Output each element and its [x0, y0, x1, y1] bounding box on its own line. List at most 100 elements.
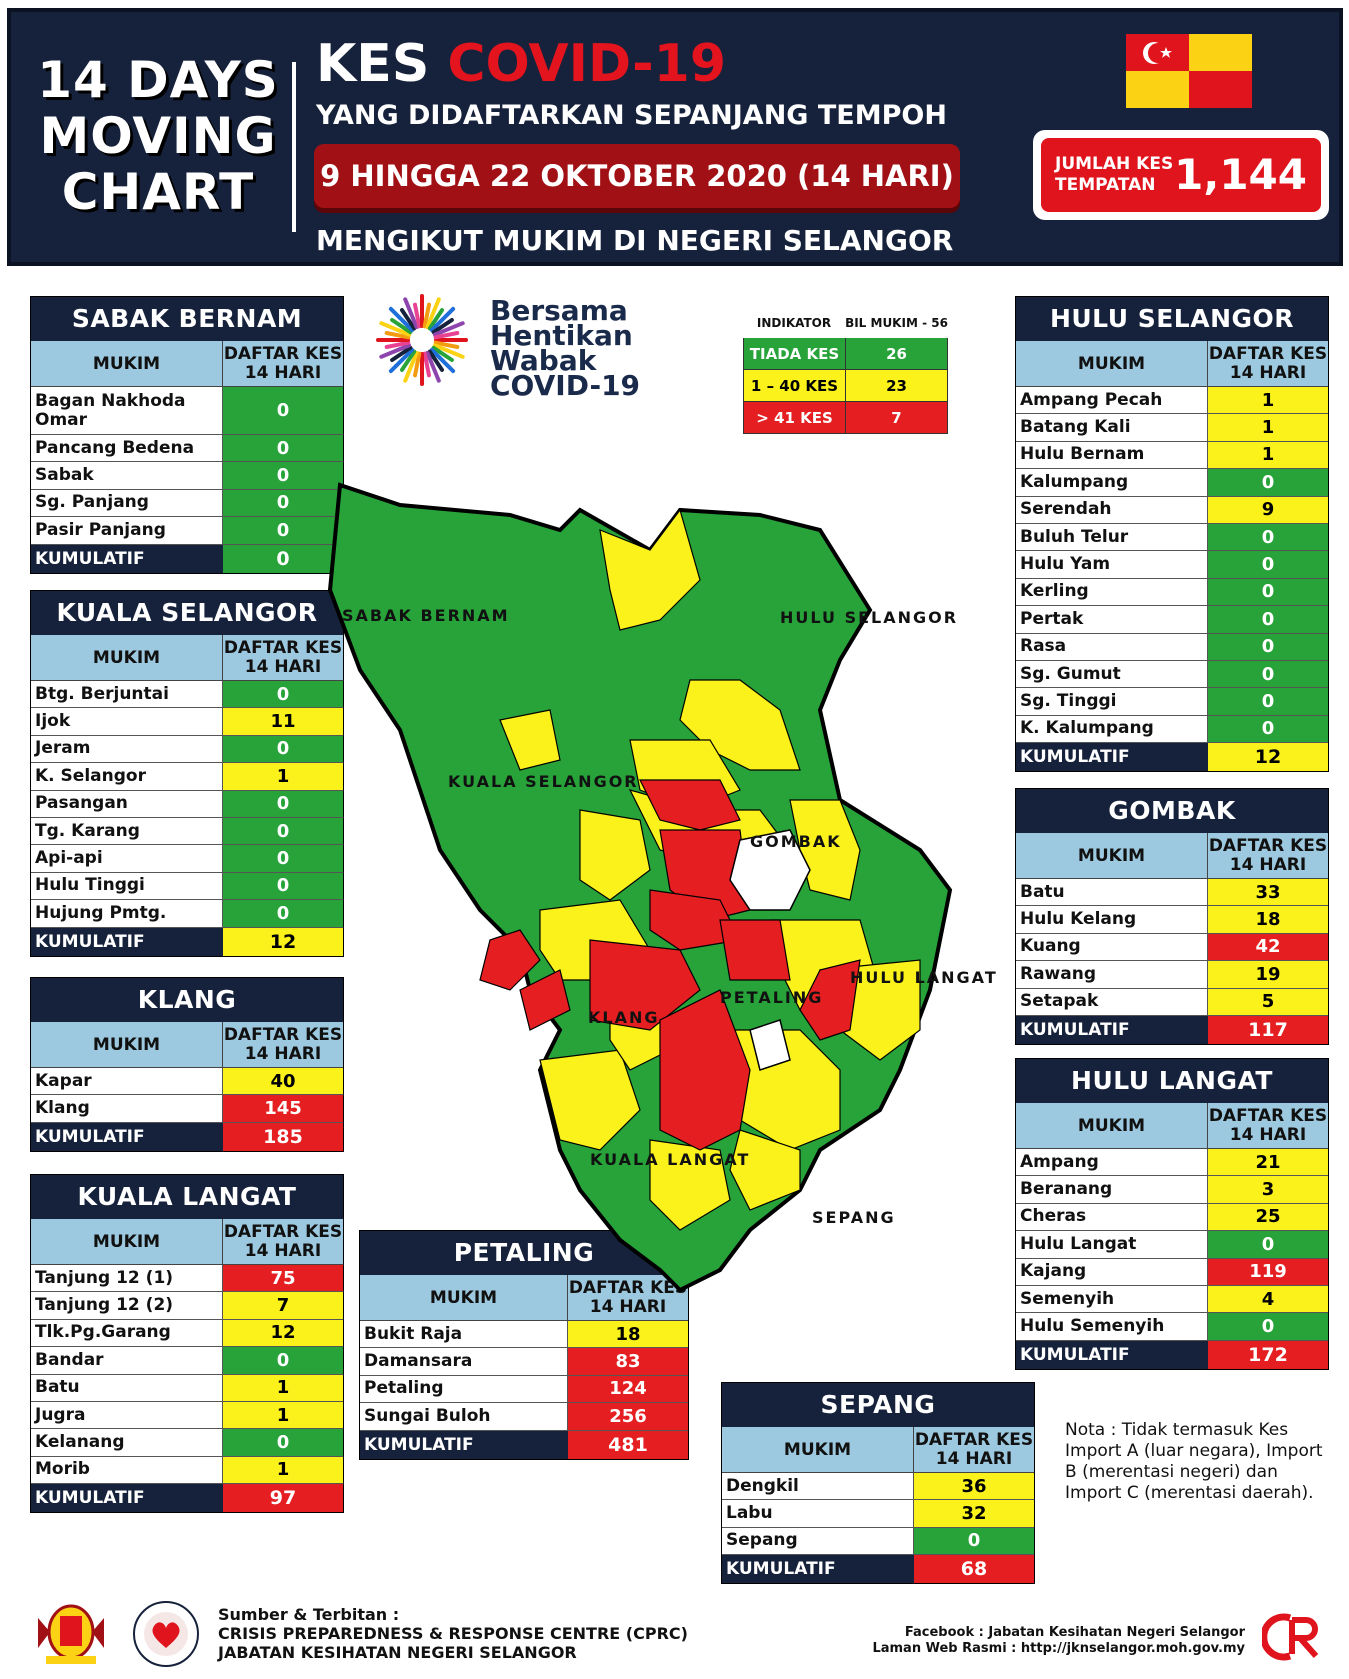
table-title: GOMBAK — [1016, 789, 1328, 833]
col-daftar-kes: DAFTAR KES 14 HARI — [1208, 836, 1328, 875]
map-label-sabak-bernam: SABAK BERNAM — [342, 606, 510, 625]
region-putrajaya — [749, 1019, 791, 1071]
kumulatif-row: KUMULATIF 172 — [1016, 1340, 1328, 1369]
kumulatif-label: KUMULATIF — [1016, 1340, 1208, 1369]
table-row: Batang Kali 1 — [1016, 414, 1328, 442]
table-row: Hulu Bernam 1 — [1016, 441, 1328, 470]
table-row: Kerling 0 — [1016, 578, 1328, 607]
case-count: 0 — [223, 387, 343, 434]
col-mukim: MUKIM — [1016, 1103, 1208, 1148]
mukim-name: Sabak — [31, 462, 223, 489]
case-count: 0 — [1208, 1313, 1328, 1340]
table-row: Sepang 0 — [722, 1527, 1034, 1556]
kumulatif-value: 12 — [1208, 743, 1328, 772]
case-count: 83 — [568, 1348, 688, 1375]
case-count: 1 — [223, 763, 343, 790]
selangor-district-map — [327, 482, 953, 1293]
page-subtitle: YANG DIDAFTARKAN SEPANJANG TEMPOH — [316, 100, 947, 131]
table-row: Jugra 1 — [31, 1401, 343, 1430]
region-jugra — [539, 1049, 641, 1151]
indicator-row-yellow: 1 – 40 KES 23 — [743, 370, 948, 402]
table-row: Hulu Tinggi 0 — [31, 872, 343, 901]
table-title: SABAK BERNAM — [31, 297, 343, 341]
table-row: Morib 1 — [31, 1456, 343, 1485]
table-title: HULU LANGAT — [1016, 1059, 1328, 1103]
table-row: Semenyih 4 — [1016, 1285, 1328, 1314]
facebook-link[interactable]: Facebook : Jabatan Kesihatan Negeri Sela… — [904, 1625, 1245, 1640]
region-kuala-lumpur — [729, 829, 811, 911]
kumulatif-label: KUMULATIF — [31, 927, 223, 956]
table-row: Hujung Pmtg. 0 — [31, 900, 343, 928]
mukim-name: Kerling — [1016, 578, 1208, 606]
table-row: Sg. Gumut 0 — [1016, 660, 1328, 689]
case-count: 1 — [1208, 441, 1328, 469]
table-header: MUKIM DAFTAR KES 14 HARI — [31, 1022, 343, 1068]
mukim-name: Pancang Bedena — [31, 435, 223, 462]
case-count: 1 — [1208, 387, 1328, 414]
mukim-name: Beranang — [1016, 1176, 1208, 1203]
table-row: Bagan Nakhoda Omar 0 — [31, 387, 343, 435]
mukim-name: Morib — [31, 1456, 223, 1484]
mukim-name: Tanjung 12 (1) — [31, 1265, 223, 1292]
kumulatif-label: KUMULATIF — [1016, 1015, 1208, 1044]
region-tanjung-dua-belas — [659, 989, 751, 1151]
kumulatif-label: KUMULATIF — [31, 1484, 223, 1513]
island-indah — [519, 969, 571, 1031]
case-count: 12 — [223, 1319, 343, 1347]
case-count: 0 — [1208, 469, 1328, 496]
cprc-logo-icon — [1262, 1613, 1319, 1661]
case-count: 21 — [1208, 1149, 1328, 1176]
region-kuala-selangor — [499, 709, 561, 771]
website-link[interactable]: Laman Web Rasmi : http://jknselangor.moh… — [872, 1641, 1245, 1656]
mukim-name: Kapar — [31, 1068, 223, 1095]
mukim-name: Labu — [722, 1500, 914, 1527]
table-row: K. Kalumpang 0 — [1016, 715, 1328, 744]
case-count: 1 — [223, 1374, 343, 1401]
table-header: MUKIM DAFTAR KES 14 HARI — [31, 341, 343, 387]
kumulatif-label: KUMULATIF — [722, 1555, 914, 1584]
mukim-name: Bukit Raja — [360, 1321, 568, 1348]
region-labu — [729, 1129, 801, 1211]
mukim-name: Setapak — [1016, 988, 1208, 1015]
case-count: 36 — [914, 1473, 1034, 1500]
table-row: Rasa 0 — [1016, 633, 1328, 661]
table-row: Bandar 0 — [31, 1347, 343, 1375]
case-count: 3 — [1208, 1176, 1328, 1203]
mukim-name: Hulu Kelang — [1016, 906, 1208, 933]
case-count: 0 — [1208, 715, 1328, 743]
table-row: Cheras 25 — [1016, 1203, 1328, 1232]
table-row: Serendah 9 — [1016, 496, 1328, 524]
table-row: Tg. Karang 0 — [31, 817, 343, 846]
table-header: MUKIM DAFTAR KES 14 HARI — [31, 1219, 343, 1265]
col-daftar-kes: DAFTAR KES 14 HARI — [223, 638, 343, 677]
footnote: Nota : Tidak termasuk Kes Import A (luar… — [1065, 1420, 1323, 1503]
table-row: Ampang Pecah 1 — [1016, 387, 1328, 415]
table-header: MUKIM DAFTAR KES 14 HARI — [1016, 341, 1328, 387]
mukim-name: K. Selangor — [31, 763, 223, 790]
mukim-name: Hulu Yam — [1016, 551, 1208, 578]
table-klang: KLANG MUKIM DAFTAR KES 14 HARI Kapar 40 K… — [30, 977, 344, 1152]
mukim-name: K. Kalumpang — [1016, 715, 1208, 743]
mukim-name: Ampang — [1016, 1149, 1208, 1176]
case-count: 1 — [223, 1456, 343, 1484]
col-daftar-kes: DAFTAR KES 14 HARI — [223, 1222, 343, 1261]
table-row: Sg. Panjang 0 — [31, 489, 343, 518]
mukim-name: Hujung Pmtg. — [31, 900, 223, 927]
table-row: Tlk.Pg.Garang 12 — [31, 1319, 343, 1348]
region-damansara — [649, 889, 741, 951]
kumulatif-value: 172 — [1208, 1340, 1328, 1369]
table-row: Kajang 119 — [1016, 1258, 1328, 1286]
kumulatif-row: KUMULATIF 185 — [31, 1122, 343, 1151]
table-row: Sg. Tinggi 0 — [1016, 688, 1328, 716]
case-count: 145 — [223, 1095, 343, 1122]
table-sabak-bernam: SABAK BERNAM MUKIM DAFTAR KES 14 HARI Bag… — [30, 296, 344, 574]
table-row: Bukit Raja 18 — [360, 1321, 688, 1349]
map-label-kuala-selangor: KUALA SELANGOR — [448, 772, 639, 791]
table-header: MUKIM DAFTAR KES 14 HARI — [1016, 833, 1328, 879]
table-row: Ampang 21 — [1016, 1149, 1328, 1177]
table-row: Sungai Buloh 256 — [360, 1403, 688, 1431]
mukim-name: Sungai Buloh — [360, 1403, 568, 1430]
mukim-name: Sg. Panjang — [31, 489, 223, 517]
map-label-gombak: GOMBAK — [750, 832, 842, 851]
kumulatif-label: KUMULATIF — [31, 544, 223, 573]
